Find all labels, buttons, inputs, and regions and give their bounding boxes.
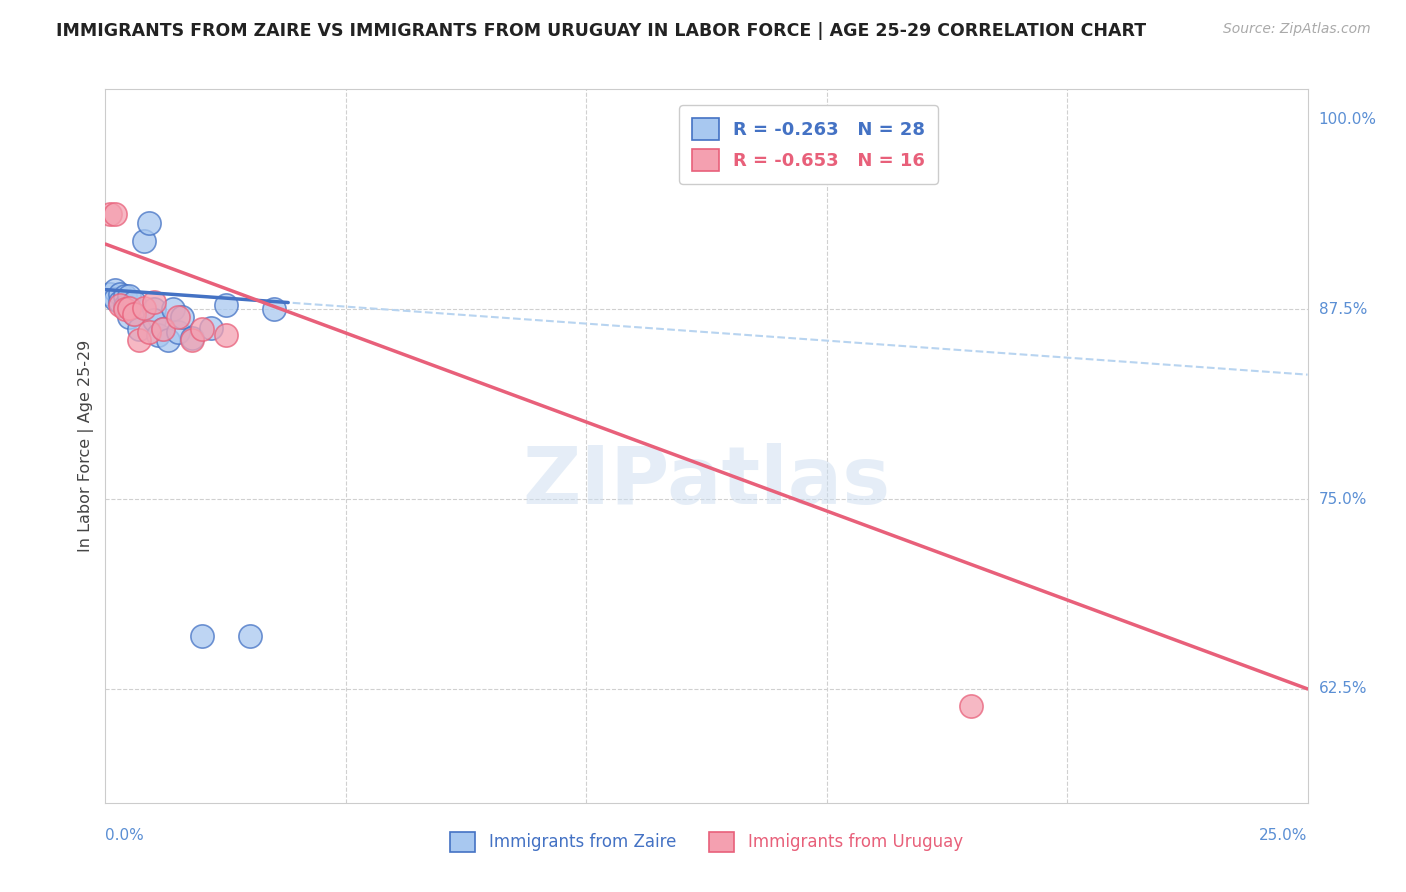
Point bbox=[214, 298, 236, 312]
Point bbox=[128, 322, 150, 336]
Point bbox=[156, 333, 179, 347]
Text: 0.0%: 0.0% bbox=[105, 828, 145, 843]
Text: ZIPatlas: ZIPatlas bbox=[523, 442, 890, 521]
Point bbox=[166, 310, 188, 324]
Point bbox=[181, 331, 204, 345]
Text: 75.0%: 75.0% bbox=[1319, 491, 1367, 507]
Point bbox=[148, 328, 170, 343]
Point bbox=[124, 307, 146, 321]
Point bbox=[132, 234, 155, 248]
Point bbox=[138, 325, 160, 339]
Point bbox=[128, 333, 150, 347]
Point bbox=[118, 288, 141, 302]
Point bbox=[98, 287, 121, 301]
Point bbox=[960, 698, 983, 713]
Point bbox=[108, 294, 131, 309]
Point bbox=[118, 301, 141, 315]
Point bbox=[239, 629, 262, 643]
Point bbox=[104, 207, 127, 221]
Point bbox=[142, 294, 165, 309]
Point bbox=[152, 322, 174, 336]
Point bbox=[124, 307, 146, 321]
Point bbox=[162, 302, 184, 317]
Text: Source: ZipAtlas.com: Source: ZipAtlas.com bbox=[1223, 22, 1371, 37]
Point bbox=[152, 322, 174, 336]
Point bbox=[263, 302, 285, 317]
Y-axis label: In Labor Force | Age 25-29: In Labor Force | Age 25-29 bbox=[79, 340, 94, 552]
Point bbox=[98, 207, 121, 221]
Point bbox=[108, 287, 131, 301]
Text: 87.5%: 87.5% bbox=[1319, 301, 1367, 317]
Point bbox=[132, 301, 155, 315]
Point bbox=[138, 216, 160, 230]
Text: 100.0%: 100.0% bbox=[1319, 112, 1376, 127]
Point bbox=[200, 320, 222, 334]
Point bbox=[118, 310, 141, 324]
Point bbox=[114, 288, 136, 302]
Point bbox=[172, 310, 194, 324]
Point bbox=[104, 283, 127, 297]
Point bbox=[214, 328, 236, 343]
Text: IMMIGRANTS FROM ZAIRE VS IMMIGRANTS FROM URUGUAY IN LABOR FORCE | AGE 25-29 CORR: IMMIGRANTS FROM ZAIRE VS IMMIGRANTS FROM… bbox=[56, 22, 1146, 40]
Point bbox=[142, 302, 165, 317]
Point bbox=[166, 325, 188, 339]
Legend: Immigrants from Zaire, Immigrants from Uruguay: Immigrants from Zaire, Immigrants from U… bbox=[444, 825, 969, 859]
Text: 25.0%: 25.0% bbox=[1260, 828, 1308, 843]
Text: 62.5%: 62.5% bbox=[1319, 681, 1367, 697]
Point bbox=[190, 629, 212, 643]
Point bbox=[181, 333, 204, 347]
Point bbox=[142, 313, 165, 327]
Point bbox=[114, 302, 136, 317]
Point bbox=[108, 298, 131, 312]
Point bbox=[190, 322, 212, 336]
Point bbox=[114, 299, 136, 313]
Point bbox=[124, 294, 146, 309]
Point bbox=[104, 292, 127, 306]
